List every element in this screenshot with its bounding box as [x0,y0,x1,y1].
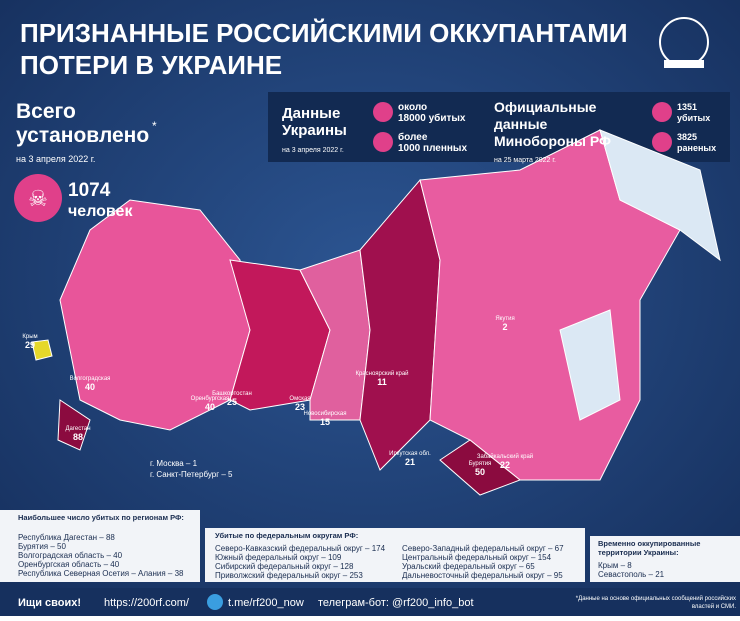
text: около [398,102,427,113]
text: Севастополь – 21 [598,570,665,579]
text: Республика Дагестан – 88 [18,533,115,542]
text: 40 [85,382,95,392]
text: Официальные [494,99,597,115]
text: Данные [282,105,340,122]
text: Северо-Западный федеральный округ – 67 [402,544,564,553]
text: Республика Северная Осетия – Алания – 38 [18,569,184,578]
text: данные [494,116,548,132]
map [31,129,721,496]
text: Крым – 8 [598,561,632,570]
panel [590,536,740,582]
text: территории Украины: [598,548,679,557]
text: человек [68,203,133,220]
text: 88 [73,432,83,442]
text: на 25 марта 2022 г. [494,157,556,164]
text: властей и СМИ. [692,603,737,610]
text: Волгоградская [70,376,111,382]
panel [0,510,200,582]
text: Оренбургская область – 40 [18,560,120,569]
text: 22 [500,460,510,470]
text: ПОТЕРИ В УКРАИНЕ [20,50,282,80]
text: телеграм-бот: @rf200_info_bot [318,597,474,609]
icon [652,132,672,152]
text: Убитые по федеральным округам РФ: [215,531,358,540]
skull: ☠ [28,186,48,211]
text: Забайкальский край [477,453,533,460]
text: установлено [16,124,149,147]
text: 29 [25,340,35,350]
logo [659,17,709,68]
text: Уральский федеральный округ – 65 [402,562,535,571]
text: более [398,131,428,143]
panel [205,528,585,582]
region [599,129,721,262]
text: Омская [289,396,310,402]
region [439,439,521,496]
text: Бурятия – 50 [18,542,66,551]
text: 2 [502,322,507,332]
text: * [152,119,157,133]
text: г. Москва – 1 [150,459,198,468]
text: раненых [677,143,716,153]
skull-icon [14,174,62,222]
icon [373,132,393,152]
text: Башкортостан [212,391,252,397]
text: 50 [475,467,485,477]
text: Минобороны РФ [494,133,611,149]
text: Волгоградская область – 40 [18,551,123,560]
text: 15 [320,417,330,427]
text: на 3 апреля 2022 г. [16,154,95,164]
region [57,399,91,451]
text: Северо-Кавказский федеральный округ – 17… [215,544,386,553]
text: 1351 [677,102,697,112]
text: Новосибирская [304,411,347,417]
text: Дальневосточный федеральный округ – 95 [402,571,563,580]
text: ПРИЗНАННЫЕ РОССИЙСКИМИ ОККУПАНТАМИ [20,18,628,48]
text: Ищи своих! [18,597,81,609]
text: Оренбургская [191,396,230,402]
text: Крым [22,334,37,340]
telegram-icon [207,594,223,610]
text: Иркутская обл. [389,451,431,457]
text: 11 [377,377,387,387]
text: Наибольшее число убитых по регионам РФ: [18,513,184,522]
footer-bar [0,588,740,616]
text: 1000 пленных [398,143,467,154]
text: 3825 [677,132,697,142]
text: Бурятия [469,461,492,467]
text: Украины [282,122,347,139]
text: Центральный федеральный округ – 154 [402,553,552,562]
text: на 3 апреля 2022 г. [282,147,344,154]
text: t.me/rf200_now [228,597,304,609]
text: Приволжский федеральный округ – 253 [215,571,363,580]
text: 1074 [68,180,111,201]
text: 25 [227,397,237,407]
text: Якутия [495,316,514,322]
text: Сибирский федеральный округ – 128 [215,562,354,571]
region [559,309,621,421]
text: Красноярский край [355,370,408,377]
text: Временно оккупированные [598,539,700,548]
text: 18000 убитых [398,112,466,124]
text: г. Санкт-Петербург – 5 [150,470,233,479]
text: 40 [205,402,215,412]
icon [373,102,393,122]
crimea [31,339,53,361]
text: 21 [405,457,415,467]
text: *Данные на основе официальных сообщений … [576,595,736,602]
text: Всего [16,100,76,123]
text: https://200rf.com/ [104,597,190,609]
text: Дагестан [65,426,90,432]
text: Южный федеральный округ – 109 [215,553,342,562]
stats-box [268,92,730,162]
text: 23 [295,402,305,412]
icon [652,102,672,122]
text: убитых [677,113,710,123]
